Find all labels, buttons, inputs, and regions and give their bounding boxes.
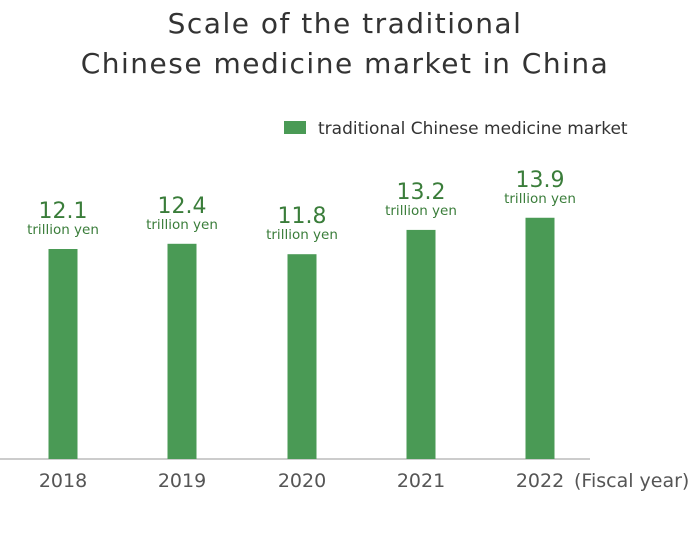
x-tick-label-2021: 2021 (397, 470, 445, 492)
bar-value-label-2022: 13.9 (516, 168, 565, 193)
chart-title-line-2: Chinese medicine market in China (81, 47, 610, 80)
x-tick-label-2018: 2018 (39, 470, 87, 492)
bar-value-label-2021: 13.2 (397, 180, 446, 205)
bar-value-label-2018: 12.1 (39, 199, 88, 224)
chart-title-line-1: Scale of the traditional (168, 7, 523, 40)
bar-2022 (525, 217, 555, 459)
bar-2019 (167, 243, 197, 459)
legend-label: traditional Chinese medicine market (318, 119, 628, 139)
legend-swatch (284, 121, 306, 134)
bar-2020 (287, 254, 317, 459)
bar-value-label-2020: 11.8 (278, 204, 327, 229)
legend: traditional Chinese medicine market (284, 119, 628, 139)
x-axis-label: (Fiscal year) (574, 470, 689, 492)
bar-value-label-2019: 12.4 (158, 194, 207, 219)
bar-unit-label-2021: trillion yen (385, 203, 457, 219)
x-tick-label-2019: 2019 (158, 470, 206, 492)
bar-unit-label-2019: trillion yen (146, 217, 218, 233)
x-tick-label-2020: 2020 (278, 470, 326, 492)
bar-unit-label-2018: trillion yen (27, 222, 99, 238)
bar-2018 (48, 249, 78, 459)
bar-2021 (406, 229, 436, 459)
x-tick-label-2022: 2022 (516, 470, 564, 492)
bar-unit-label-2020: trillion yen (266, 227, 338, 243)
bar-unit-label-2022: trillion yen (504, 191, 576, 207)
